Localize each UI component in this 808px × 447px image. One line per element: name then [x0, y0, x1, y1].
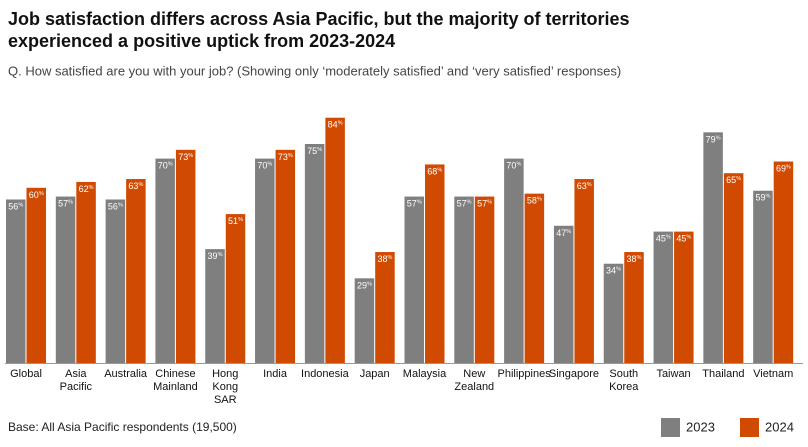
bar — [325, 117, 345, 363]
bar — [6, 199, 26, 363]
x-tick-label: Indonesia — [301, 368, 350, 380]
x-tick-label: Philippines — [498, 368, 552, 380]
value-label: 47% — [556, 228, 571, 238]
chart-subtitle: Q. How satisfied are you with your job? … — [8, 63, 621, 78]
bar — [553, 225, 574, 363]
value-label: 51% — [228, 216, 243, 226]
value-label: 84% — [328, 120, 343, 130]
value-label: 59% — [755, 193, 770, 203]
value-label: 57% — [407, 199, 422, 209]
value-label: 62% — [79, 184, 94, 194]
bar — [404, 196, 424, 363]
x-tick-label: Japan — [360, 368, 390, 380]
x-tick-label: Taiwan — [656, 368, 690, 380]
value-label: 73% — [278, 152, 293, 162]
bar — [624, 252, 644, 363]
bar — [225, 214, 246, 363]
legend-label: 2023 — [686, 419, 715, 434]
value-label: 79% — [706, 135, 721, 145]
bar — [126, 179, 146, 363]
value-label: 57% — [477, 199, 492, 209]
bar — [105, 199, 126, 363]
x-tick-label: New Zealand — [454, 368, 494, 393]
value-label: 57% — [457, 199, 472, 209]
bar — [205, 249, 225, 363]
bar — [653, 231, 674, 363]
bar — [574, 179, 594, 363]
x-tick-label: Hong Kong SAR — [212, 368, 238, 406]
bar — [425, 164, 445, 363]
x-tick-label: South Korea — [609, 368, 639, 393]
bar — [454, 196, 474, 363]
bar — [304, 144, 325, 363]
value-label: 56% — [108, 202, 123, 212]
x-tick-label: Thailand — [702, 368, 744, 380]
bar — [155, 158, 175, 363]
value-label: 73% — [178, 152, 193, 162]
bar — [703, 132, 723, 363]
legend-label: 2024 — [765, 419, 794, 434]
value-label: 58% — [527, 196, 542, 206]
bar — [773, 161, 794, 363]
value-label: 56% — [8, 202, 23, 212]
x-tick-label: Chinese Mainland — [153, 368, 198, 393]
value-label: 57% — [58, 199, 73, 209]
bar — [255, 158, 275, 363]
value-label: 75% — [307, 146, 322, 156]
x-tick-label: Singapore — [549, 368, 599, 380]
value-label: 45% — [656, 234, 671, 244]
bar — [723, 173, 744, 363]
value-label: 69% — [776, 164, 791, 174]
bar — [55, 196, 76, 363]
bar — [603, 263, 624, 363]
x-tick-label: Asia Pacific — [60, 368, 93, 393]
x-tick-label: Australia — [104, 368, 148, 380]
value-label: 63% — [577, 181, 592, 191]
value-label: 65% — [726, 176, 741, 186]
value-label: 38% — [627, 254, 642, 264]
x-tick-label: Malaysia — [403, 368, 447, 380]
value-label: 63% — [128, 181, 143, 191]
bar — [354, 278, 375, 363]
value-label: 70% — [257, 161, 272, 171]
value-label: 39% — [208, 251, 223, 261]
legend-swatch — [740, 418, 759, 437]
value-label: 45% — [676, 234, 691, 244]
value-label: 68% — [427, 167, 442, 177]
bar — [753, 190, 773, 363]
value-label: 34% — [606, 266, 621, 276]
bar — [76, 181, 96, 363]
value-label: 38% — [377, 254, 392, 264]
value-label: 70% — [506, 161, 521, 171]
bar — [504, 158, 524, 363]
bar — [524, 193, 545, 363]
bar — [375, 252, 395, 363]
x-tick-label: India — [263, 368, 288, 380]
x-tick-label: Global — [10, 368, 42, 380]
value-label: 60% — [29, 190, 44, 200]
footnote: Base: All Asia Pacific respondents (19,5… — [8, 420, 237, 434]
value-label: 29% — [357, 281, 372, 291]
chart-title: Job satisfaction differs across Asia Pac… — [8, 9, 630, 51]
bar — [275, 149, 296, 363]
x-tick-label: Vietnam — [753, 368, 793, 380]
bar — [175, 149, 196, 363]
bar — [26, 187, 46, 363]
bar — [674, 231, 694, 363]
legend-swatch — [661, 418, 680, 437]
value-label: 70% — [158, 161, 173, 171]
bar — [474, 196, 495, 363]
